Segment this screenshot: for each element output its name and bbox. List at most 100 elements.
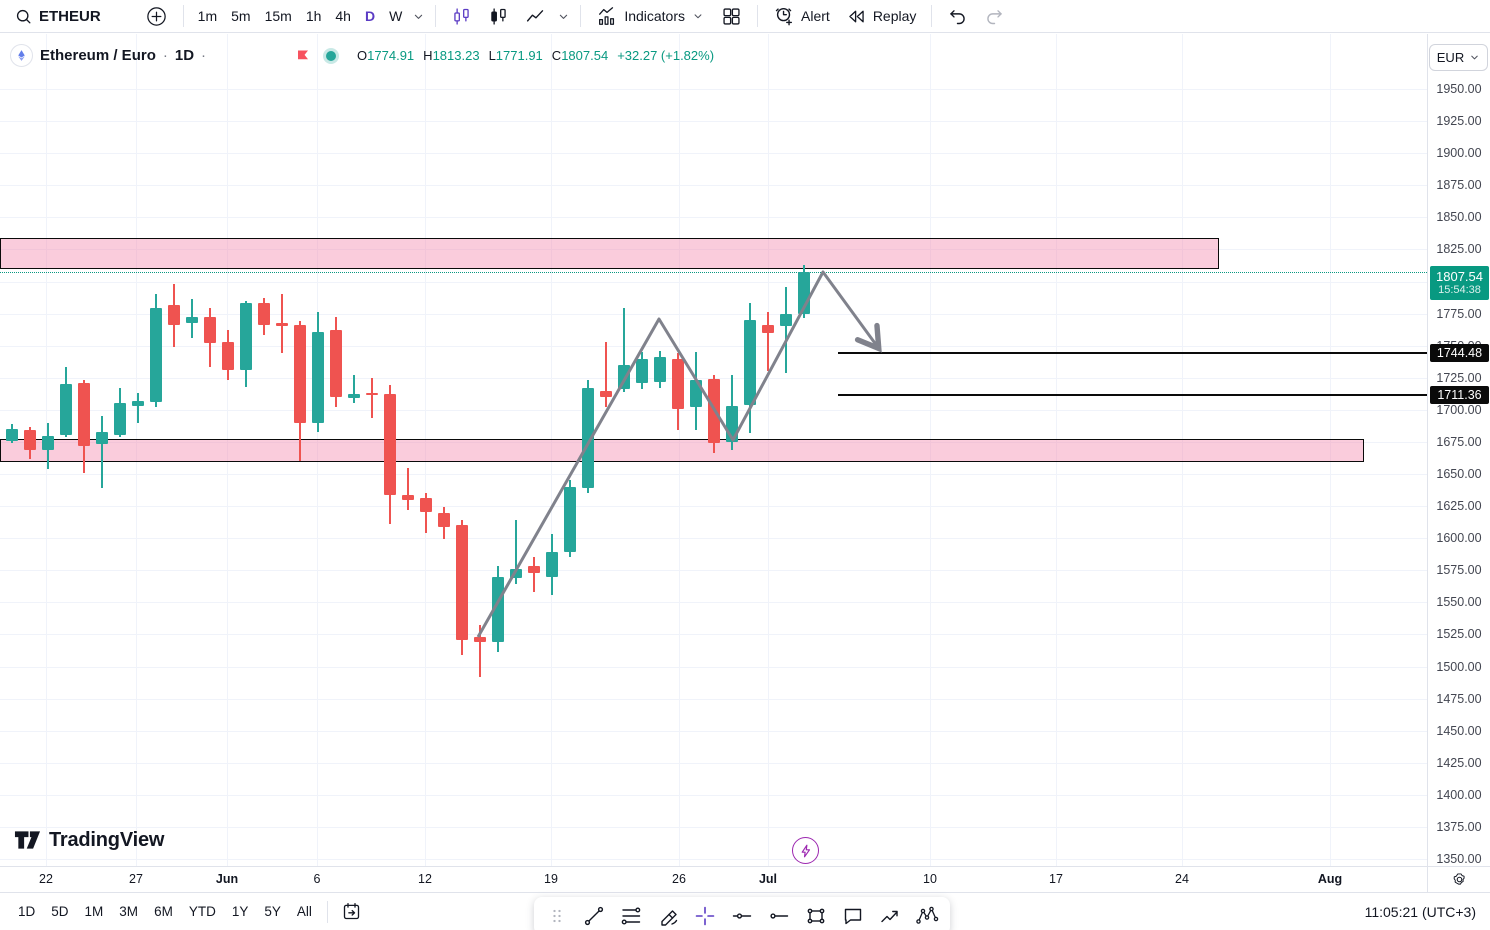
candle-body [564, 486, 576, 553]
grid-line-horizontal [0, 698, 1427, 700]
chevron-down-icon [556, 9, 571, 24]
candle [114, 34, 126, 866]
tradingview-logo[interactable]: TradingView [14, 828, 164, 852]
candle-body [618, 364, 630, 390]
candle [618, 34, 630, 866]
grid-line-vertical [136, 34, 137, 866]
candle [60, 34, 72, 866]
range-1m[interactable]: 1M [77, 900, 112, 923]
candle-body [672, 358, 684, 409]
layout-grid-button[interactable] [713, 3, 750, 30]
candle [438, 34, 450, 866]
drag-handle[interactable] [543, 902, 571, 930]
chart-style-menu-button[interactable] [554, 6, 573, 27]
range-5y[interactable]: 5Y [256, 900, 289, 923]
candle-wick [137, 393, 139, 423]
horizontal-ray-tool[interactable] [728, 902, 756, 930]
chart-style-line-button[interactable] [517, 3, 554, 30]
candle-body [24, 430, 36, 450]
candle-body [150, 308, 162, 403]
supply-zone[interactable] [0, 237, 1219, 269]
axis-settings-corner[interactable] [1427, 866, 1490, 892]
candle-body [42, 435, 54, 450]
trend-line-tool[interactable] [580, 902, 608, 930]
price-axis[interactable]: 1350.00 1375.00 1400.00 1425.00 1450.00 1475.… [1427, 34, 1490, 866]
comment-tool[interactable] [839, 902, 867, 930]
candle-body [438, 512, 450, 527]
interval-1m[interactable]: 1m [191, 5, 224, 27]
time-axis[interactable]: 22 27 Jun 6 12 19 26 Jul 10 17 24 Aug [0, 866, 1427, 892]
undo-button[interactable] [939, 3, 976, 30]
candle-body [78, 382, 90, 446]
price-axis-label: 1600.00 [1436, 531, 1482, 546]
interval-4h[interactable]: 4h [328, 5, 358, 27]
indicators-button[interactable]: Indicators [588, 2, 713, 30]
horizontal-line-drawing[interactable] [838, 351, 1427, 354]
candle-body [690, 380, 702, 408]
tradingview-mark-icon [14, 828, 41, 852]
toolbar-divider [580, 5, 582, 27]
interval-1d[interactable]: D [358, 5, 382, 27]
brush-tool[interactable] [654, 902, 682, 930]
candle-body [168, 304, 180, 326]
range-5d[interactable]: 5D [43, 900, 76, 923]
chart-legend[interactable]: Ethereum / Euro · 1D · O1774.91 H1813.23… [10, 44, 714, 67]
ray-tool[interactable] [765, 902, 793, 930]
crosshair-tool[interactable] [691, 902, 719, 930]
candle [150, 34, 162, 866]
candle-wick [767, 312, 769, 372]
candle [492, 34, 504, 866]
candle [312, 34, 324, 866]
horizontal-line-drawing[interactable] [838, 394, 1427, 397]
range-3m[interactable]: 3M [111, 900, 146, 923]
interval-15m[interactable]: 15m [258, 5, 299, 27]
last-price-badge: 1807.54 15:54:38 [1430, 265, 1489, 300]
rectangle-tool[interactable] [802, 902, 830, 930]
price-axis-label: 1950.00 [1436, 82, 1482, 96]
symbol-search-button[interactable]: ETHEUR [6, 4, 109, 29]
candle-body [708, 379, 720, 444]
last-price-value: 1807.54 [1436, 268, 1483, 284]
interval-menu-button[interactable] [409, 6, 428, 27]
chevron-down-icon [411, 9, 426, 24]
alert-button[interactable]: Alert [765, 2, 838, 30]
chart-style-hollow-candles-button[interactable] [480, 3, 517, 30]
goto-date-button[interactable] [335, 899, 368, 924]
currency-button[interactable]: EUR [1429, 44, 1488, 71]
chart-pane[interactable] [0, 34, 1427, 866]
xabcd-pattern-tool[interactable] [913, 902, 941, 930]
candle-wick [425, 493, 427, 534]
range-1y[interactable]: 1Y [224, 900, 257, 923]
price-axis-label: 1625.00 [1436, 499, 1482, 514]
interval-5m[interactable]: 5m [224, 5, 257, 27]
lightning-button[interactable] [792, 837, 819, 864]
range-ytd[interactable]: YTD [181, 900, 224, 923]
time-axis-label: 17 [1049, 872, 1063, 886]
redo-button[interactable] [976, 3, 1013, 30]
interval-1h[interactable]: 1h [299, 5, 329, 27]
flag-icon[interactable] [295, 48, 311, 63]
compare-add-button[interactable] [137, 2, 176, 31]
candle-body [330, 330, 342, 397]
price-axis-label: 1400.00 [1436, 787, 1482, 802]
candle [636, 34, 648, 866]
chart-style-candles-button[interactable] [443, 3, 480, 30]
toolbar-divider [435, 5, 437, 27]
replay-button[interactable]: Replay [838, 3, 925, 30]
arrow-drawing-tool[interactable] [876, 902, 904, 930]
time-axis-label: 6 [313, 872, 321, 886]
session-clock[interactable]: 11:05:21 (UTC+3) [1364, 903, 1476, 920]
candle-body [114, 403, 126, 436]
candle [240, 34, 252, 866]
price-axis-label: 1475.00 [1436, 691, 1482, 706]
range-1d[interactable]: 1D [10, 900, 43, 923]
interval-1w[interactable]: W [382, 5, 409, 27]
range-6m[interactable]: 6M [146, 900, 181, 923]
market-status-dot[interactable] [326, 50, 337, 61]
range-all[interactable]: All [289, 900, 320, 923]
candle-wick [479, 625, 481, 677]
fib-retracement-tool[interactable] [617, 902, 645, 930]
grid-line-horizontal [0, 859, 1427, 860]
time-axis-label: 22 [39, 872, 53, 886]
grid-line-vertical [1056, 34, 1057, 866]
